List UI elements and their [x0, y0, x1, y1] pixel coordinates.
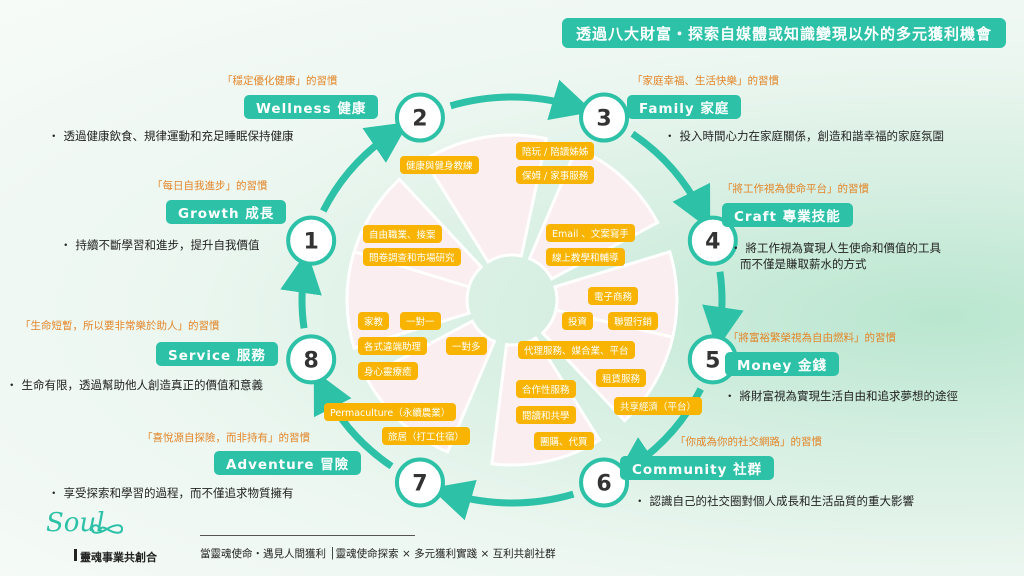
footer-divider [200, 535, 415, 536]
badge-number-8: 8 [304, 348, 319, 373]
chip-money-invest: 投資 [562, 312, 594, 330]
number-badges: 1 2 3 4 5 6 7 8 [286, 92, 738, 508]
chip-service-tutor: 家教 [358, 312, 390, 330]
badge-number-5: 5 [705, 348, 720, 373]
cycle-arrow-7 [313, 370, 394, 470]
cycle-arrow-8 [280, 250, 322, 329]
chip-service-healing: 身心靈療癒 [358, 362, 418, 380]
chip-service-one-on-one: 一對一 [400, 312, 441, 330]
chip-craft-copywriter: Email 、文案寫手 [546, 224, 635, 242]
chip-money-sharing: 共享經濟（平台） [614, 397, 703, 415]
tag-family: Family 家庭 [627, 95, 742, 119]
tag-craft: Craft 專業技能 [722, 203, 853, 227]
habit-wellness: 「穩定優化健康」的習慣 [222, 75, 338, 87]
desc-wellness: ・透過健康飲食、規律運動和充足睡眠保持健康 [48, 129, 294, 143]
habit-family: 「家庭幸福、生活快樂」的習慣 [632, 75, 779, 87]
badge-number-7: 7 [412, 471, 427, 496]
brand-name: 靈魂事業共創合 [80, 551, 157, 564]
desc-craft: ・將工作視為實現人生使命和價值的工具 而不僅是賺取薪水的方式 [730, 241, 941, 271]
habit-community: 「你成為你的社交網路」的習慣 [675, 436, 822, 448]
badge-circle-7 [394, 457, 445, 508]
chip-community-coop: 合作性服務 [516, 380, 576, 398]
chip-money-ecommerce: 電子商務 [588, 287, 639, 305]
infinity-icon [90, 524, 124, 534]
desc-service: ・生命有限，透過幫助他人創造真正的價值和意義 [6, 378, 263, 392]
badge-circle-3 [579, 92, 630, 143]
badge-circle-6 [579, 457, 630, 508]
chip-money-rental: 租賃服務 [596, 369, 647, 387]
tag-growth: Growth 成長 [166, 200, 287, 224]
badge-number-2: 2 [412, 107, 427, 132]
cycle-arrow-6 [430, 479, 575, 521]
chip-money-agency: 代理服務、媒合業、平台 [518, 341, 635, 359]
cycle-arrow-1 [320, 121, 409, 213]
chip-growth-survey: 問卷調查和市場研究 [363, 248, 461, 266]
badge-number-6: 6 [596, 471, 611, 496]
desc-community: ・認識自己的社交圈對個人成長和生活品質的重大影響 [634, 494, 914, 508]
desc-money: ・將財富視為實現生活自由和追求夢想的途徑 [724, 389, 958, 403]
footer-tagline: 當靈魂使命・遇見人間獲利 │靈魂使命探索 × 多元獲利實踐 × 互利共創社群 [200, 548, 556, 560]
chip-family-companion: 陪玩 / 陪讀姊姊 [516, 142, 595, 160]
habit-growth: 「每日自我進步」的習慣 [152, 180, 268, 192]
tag-wellness: Wellness 健康 [244, 95, 379, 119]
cycle-arrow-2 [449, 79, 594, 121]
badge-circle-8 [286, 334, 337, 385]
habit-service: 「生命短暫，所以要非常樂於助人」的習慣 [20, 320, 220, 332]
brand-bar [74, 549, 77, 561]
chip-craft-tutoring: 線上教學和輔導 [546, 248, 625, 266]
chip-wellness-coach: 健康與健身教練 [400, 156, 479, 174]
cycle-arrow-4 [702, 271, 744, 350]
desc-family: ・投入時間心力在家庭關係，創造和諧幸福的家庭氛圍 [664, 129, 944, 143]
tag-community: Community 社群 [620, 456, 775, 480]
chip-adventure-permaculture: Permaculture（永續農業） [324, 403, 457, 421]
badge-circle-4 [687, 215, 738, 266]
chip-money-affiliate: 聯盟行銷 [608, 312, 659, 330]
chip-community-groupbuy: 團購、代買 [534, 432, 594, 450]
tag-service: Service 服務 [156, 342, 278, 366]
cycle-arrow-3 [630, 130, 711, 230]
chip-growth-freelance: 自由職業、接案 [363, 225, 442, 243]
chip-service-assistant: 各式違端助理 [358, 337, 428, 355]
tag-adventure: Adventure 冒險 [214, 451, 362, 475]
desc-growth: ・持續不斷學習和進步，提升自我價值 [60, 238, 260, 252]
chip-adventure-workstay: 旅居（打工住宿） [382, 427, 471, 445]
badge-circle-2 [394, 92, 445, 143]
habit-adventure: 「喜悅源自探險，而非持有」的習慣 [142, 432, 310, 444]
habit-craft: 「將工作視為使命平台」的習慣 [722, 183, 869, 195]
desc-adventure: ・享受探索和學習的過程，而不僅追求物質擁有 [48, 486, 294, 500]
chip-service-one-to-many: 一對多 [446, 337, 487, 355]
badge-number-3: 3 [596, 107, 611, 132]
chip-community-reading: 閱讀和共學 [516, 406, 576, 424]
badge-number-1: 1 [304, 230, 319, 255]
chip-family-nanny: 保姆 / 家事服務 [516, 166, 595, 184]
page-banner: 透過八大財富・探索自媒體或知識變現以外的多元獲利機會 [561, 18, 1006, 48]
badge-circle-1 [286, 215, 337, 266]
tag-money: Money 金錢 [725, 352, 839, 376]
badge-number-4: 4 [705, 230, 720, 255]
habit-money: 「將富裕繁榮視為自由燃料」的習慣 [728, 332, 896, 344]
